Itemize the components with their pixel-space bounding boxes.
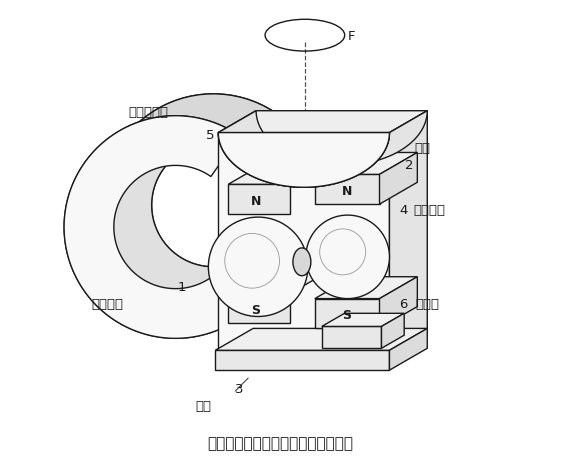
Polygon shape	[381, 313, 404, 349]
Text: 1: 1	[178, 281, 186, 294]
Polygon shape	[218, 133, 389, 188]
Polygon shape	[218, 133, 389, 188]
Polygon shape	[322, 327, 381, 349]
Polygon shape	[215, 329, 427, 350]
Text: 空心球体: 空心球体	[413, 203, 445, 216]
Polygon shape	[379, 153, 417, 205]
Text: 反射镜: 反射镜	[415, 297, 439, 310]
Text: F: F	[348, 30, 355, 43]
Polygon shape	[64, 94, 277, 338]
Polygon shape	[64, 117, 240, 338]
Polygon shape	[102, 94, 277, 317]
Polygon shape	[389, 112, 427, 358]
Ellipse shape	[293, 248, 311, 276]
Text: S: S	[342, 308, 351, 321]
Polygon shape	[215, 350, 389, 370]
Polygon shape	[315, 277, 417, 299]
Text: 弹性金属带: 弹性金属带	[128, 106, 169, 119]
Polygon shape	[322, 313, 404, 327]
Text: 6: 6	[399, 297, 408, 310]
Polygon shape	[315, 175, 379, 205]
Polygon shape	[102, 121, 325, 317]
Text: 5: 5	[206, 129, 215, 142]
Polygon shape	[218, 112, 427, 133]
Text: S: S	[252, 303, 261, 316]
Circle shape	[208, 218, 308, 317]
Text: 2: 2	[406, 158, 414, 171]
Text: N: N	[342, 184, 352, 197]
Polygon shape	[389, 329, 427, 370]
Text: 4: 4	[399, 203, 408, 216]
Text: 磁极: 磁极	[195, 400, 211, 413]
Polygon shape	[218, 112, 427, 133]
Polygon shape	[389, 112, 427, 358]
Text: N: N	[251, 194, 261, 207]
Text: 磁力機械式氧分析儀工作原理示意圖: 磁力機械式氧分析儀工作原理示意圖	[207, 435, 353, 450]
Polygon shape	[228, 163, 328, 185]
Text: 密闭气室: 密闭气室	[91, 297, 123, 310]
Polygon shape	[218, 133, 389, 358]
Text: 磁极: 磁极	[415, 142, 430, 155]
Circle shape	[306, 216, 389, 299]
Text: 3: 3	[235, 382, 243, 394]
Polygon shape	[218, 112, 427, 188]
Polygon shape	[315, 153, 417, 175]
Polygon shape	[379, 277, 417, 329]
Polygon shape	[228, 294, 290, 324]
Polygon shape	[315, 299, 379, 329]
Polygon shape	[228, 185, 290, 215]
Polygon shape	[228, 272, 328, 294]
